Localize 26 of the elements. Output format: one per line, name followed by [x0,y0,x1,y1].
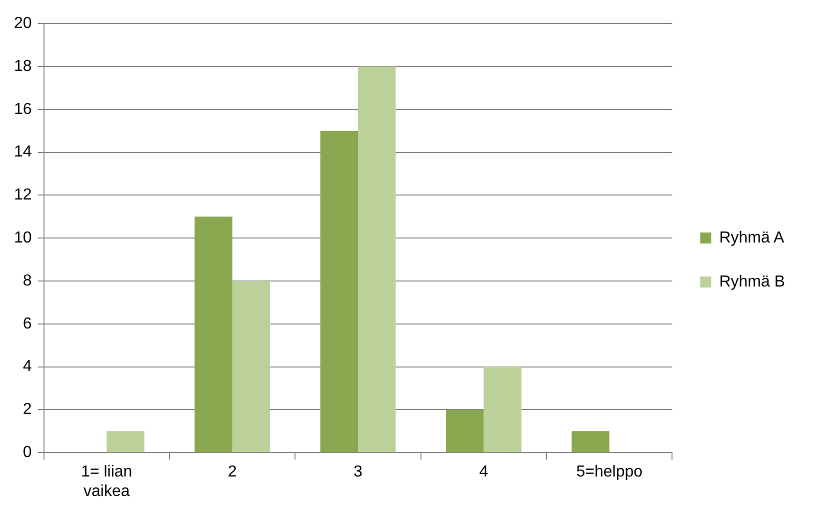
bar [358,66,396,452]
bar [232,281,270,452]
y-tick-label: 20 [14,15,32,32]
bar [484,366,522,452]
y-tick-label: 6 [22,315,32,332]
bar [572,431,610,452]
y-tick-label: 16 [14,100,32,118]
x-tick-label: 5=helppo [576,464,643,481]
y-tick-label: 18 [14,58,32,75]
y-tick-label: 4 [22,358,32,376]
bar [106,431,144,452]
y-tick-label: 14 [14,144,32,161]
legend-label: Ryhmä A [719,229,784,246]
y-tick-label: 2 [22,401,32,418]
x-tick-label: 4 [479,464,488,481]
bar [446,410,484,452]
x-tick-label: 2 [228,464,237,481]
bar [194,216,232,452]
y-tick-label: 10 [14,230,32,247]
y-tick-label: 0 [22,444,32,462]
x-tick-label: 1= liian vaikea [81,464,132,500]
bar [320,130,358,452]
y-tick-label: 8 [22,272,32,290]
x-tick-label: 3 [354,464,363,481]
y-tick-label: 12 [14,186,32,204]
legend-label: Ryhmä B [719,273,785,290]
